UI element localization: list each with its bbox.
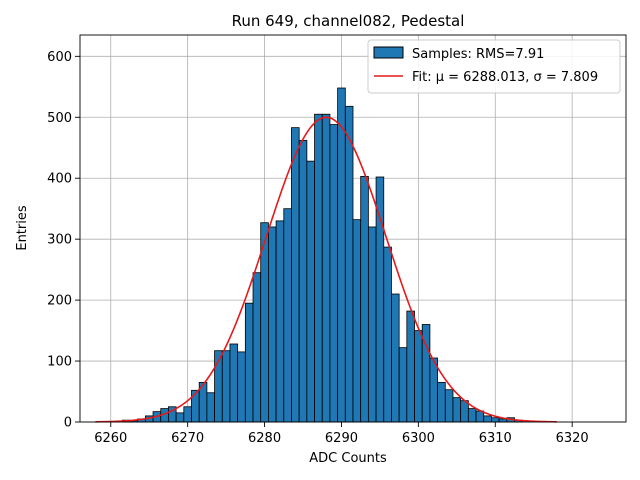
- histogram-bar: [329, 124, 339, 423]
- histogram-bar: [244, 302, 254, 423]
- histogram-bar: [352, 219, 362, 423]
- histogram-bar: [268, 226, 277, 423]
- histogram-bar: [498, 418, 508, 423]
- x-tick-label-4: 6300: [402, 431, 435, 446]
- histogram-bar: [367, 226, 377, 423]
- histogram-bar: [321, 113, 331, 423]
- histogram-bar: [191, 389, 200, 423]
- histogram-bar: [398, 347, 408, 423]
- plot-frame: [79, 34, 627, 423]
- histogram-bar: [175, 412, 185, 423]
- histogram-bar: [183, 406, 192, 423]
- histogram-bar: [252, 272, 262, 423]
- y-tick-label-1: 100: [47, 355, 72, 370]
- histogram-bar: [391, 293, 400, 423]
- histogram-bar: [360, 175, 369, 423]
- legend: Samples: RMS=7.91 Fit: μ = 6288.013, σ =…: [367, 39, 621, 94]
- histogram-bar: [237, 351, 246, 423]
- y-axis-ticks: 0 100 200 300 400 500 600: [47, 50, 80, 431]
- histogram-bar: [337, 87, 346, 423]
- histogram-bar: [298, 140, 308, 423]
- histogram-bar: [483, 415, 492, 423]
- histogram-bar: [414, 330, 423, 423]
- histogram-bar: [306, 160, 315, 423]
- x-tick-label-3: 6290: [325, 431, 358, 446]
- x-tick-label-1: 6270: [171, 431, 204, 446]
- histogram-bar: [437, 381, 446, 423]
- histogram-bar: [291, 127, 300, 423]
- x-tick-label-6: 6320: [556, 431, 589, 446]
- y-tick-label-3: 300: [47, 233, 72, 248]
- histogram-bar: [429, 357, 438, 423]
- x-tick-label-0: 6260: [94, 431, 127, 446]
- y-tick-label-6: 600: [47, 50, 72, 65]
- legend-label-samples: Samples: RMS=7.91: [412, 47, 544, 62]
- histogram-bar: [467, 408, 477, 423]
- histogram-bar: [229, 343, 239, 423]
- x-tick-label-2: 6280: [248, 431, 281, 446]
- histogram-bar: [406, 310, 415, 423]
- legend-label-fit: Fit: μ = 6288.013, σ = 7.809: [412, 70, 598, 85]
- fit-curve: [95, 116, 557, 423]
- histogram-bar: [344, 105, 354, 423]
- y-tick-label-0: 0: [64, 416, 72, 431]
- chart-title: Run 649, channel082, Pedestal: [232, 12, 465, 30]
- histogram-bar: [314, 113, 323, 423]
- y-tick-label-2: 200: [47, 294, 72, 309]
- histogram-bar: [275, 220, 285, 423]
- histogram-bar: [475, 410, 485, 423]
- y-tick-label-5: 500: [47, 111, 72, 126]
- histogram-bar: [283, 208, 292, 423]
- histogram-bar: [383, 246, 392, 423]
- x-axis-ticks: 6260 6270 6280 6290 6300 6310 6320: [94, 422, 589, 446]
- histogram-bar: [452, 397, 462, 423]
- legend-box: [367, 39, 621, 94]
- histogram-bar: [491, 417, 500, 423]
- y-axis-label: Entries: [15, 205, 30, 251]
- histogram-bar: [221, 350, 231, 423]
- legend-bar-swatch: [373, 46, 404, 59]
- histogram-bar: [375, 176, 385, 423]
- histogram-bar: [206, 392, 215, 423]
- histogram-bars: [121, 87, 523, 423]
- x-axis-label: ADC Counts: [309, 451, 387, 466]
- y-tick-label-4: 400: [47, 172, 72, 187]
- histogram-bar: [444, 389, 454, 423]
- histogram-bar: [460, 400, 469, 423]
- x-tick-label-5: 6310: [479, 431, 512, 446]
